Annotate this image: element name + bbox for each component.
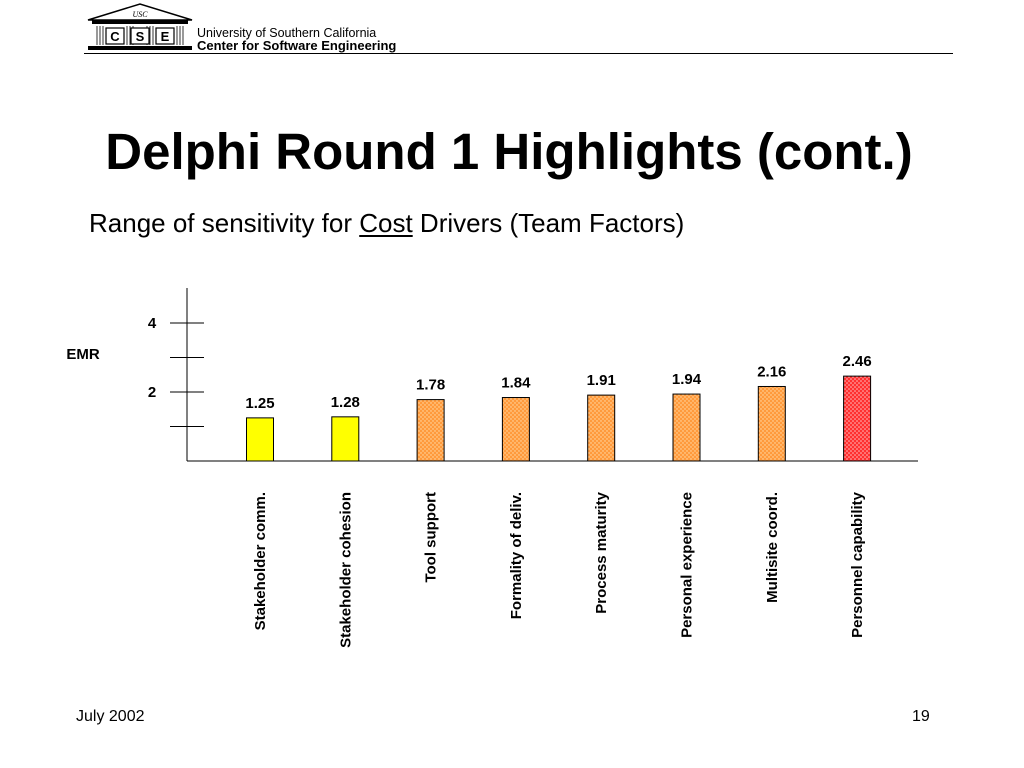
logo-letters: C (110, 29, 120, 44)
bar-value-label: 1.84 (501, 375, 531, 392)
bar (757, 385, 786, 462)
bar (331, 416, 360, 462)
bar-value-label: 1.28 (331, 394, 360, 411)
category-label: Personnel capability (849, 491, 866, 638)
bar (501, 397, 530, 462)
logo-banner-text: USC (132, 10, 148, 19)
bar (672, 393, 701, 462)
svg-text:E: E (161, 29, 170, 44)
center-name: Center for Software Engineering (197, 38, 397, 53)
footer-date: July 2002 (76, 708, 145, 725)
university-name: University of Southern California (197, 26, 377, 40)
slide-title: Delphi Round 1 Highlights (cont.) (105, 123, 913, 180)
y-tick-label: 2 (148, 384, 156, 401)
bar (843, 375, 872, 462)
category-label: Multisite coord. (764, 492, 781, 603)
cse-logo: USC C S E (87, 3, 193, 50)
bar-value-label: 2.46 (842, 353, 871, 370)
subtitle-text-end: Drivers (Team Factors) (412, 208, 685, 238)
page-number: 19 (912, 708, 930, 725)
subtitle-underlined-word: Cost (359, 208, 413, 238)
header-divider (84, 53, 953, 54)
y-axis-label: EMR (66, 346, 100, 363)
category-label: Process maturity (593, 491, 610, 613)
category-label: Formality of deliv. (508, 492, 525, 619)
subtitle-text-start: Range of sensitivity for (89, 208, 360, 238)
y-tick-label: 4 (148, 315, 157, 332)
svg-text:S: S (136, 29, 145, 44)
category-label: Stakeholder cohesion (337, 492, 354, 648)
bar-value-label: 1.25 (245, 395, 274, 412)
bar (587, 394, 616, 462)
category-label: Stakeholder comm. (252, 492, 269, 630)
bar-value-label: 1.78 (416, 377, 445, 394)
emr-bar-chart: 2 4 EMR 1.25 Stakeholder comm. 1.28 Stakeholde… (66, 288, 918, 648)
bar (246, 417, 274, 462)
bar-value-label: 2.16 (757, 363, 786, 380)
bar-value-label: 1.91 (587, 372, 616, 389)
category-label: Personal experience (679, 492, 696, 638)
slide-subtitle: Range of sensitivity for Cost Drivers (T… (89, 207, 684, 239)
bar (416, 399, 445, 462)
category-label: Tool support (423, 492, 440, 583)
bar-value-label: 1.94 (672, 371, 702, 388)
